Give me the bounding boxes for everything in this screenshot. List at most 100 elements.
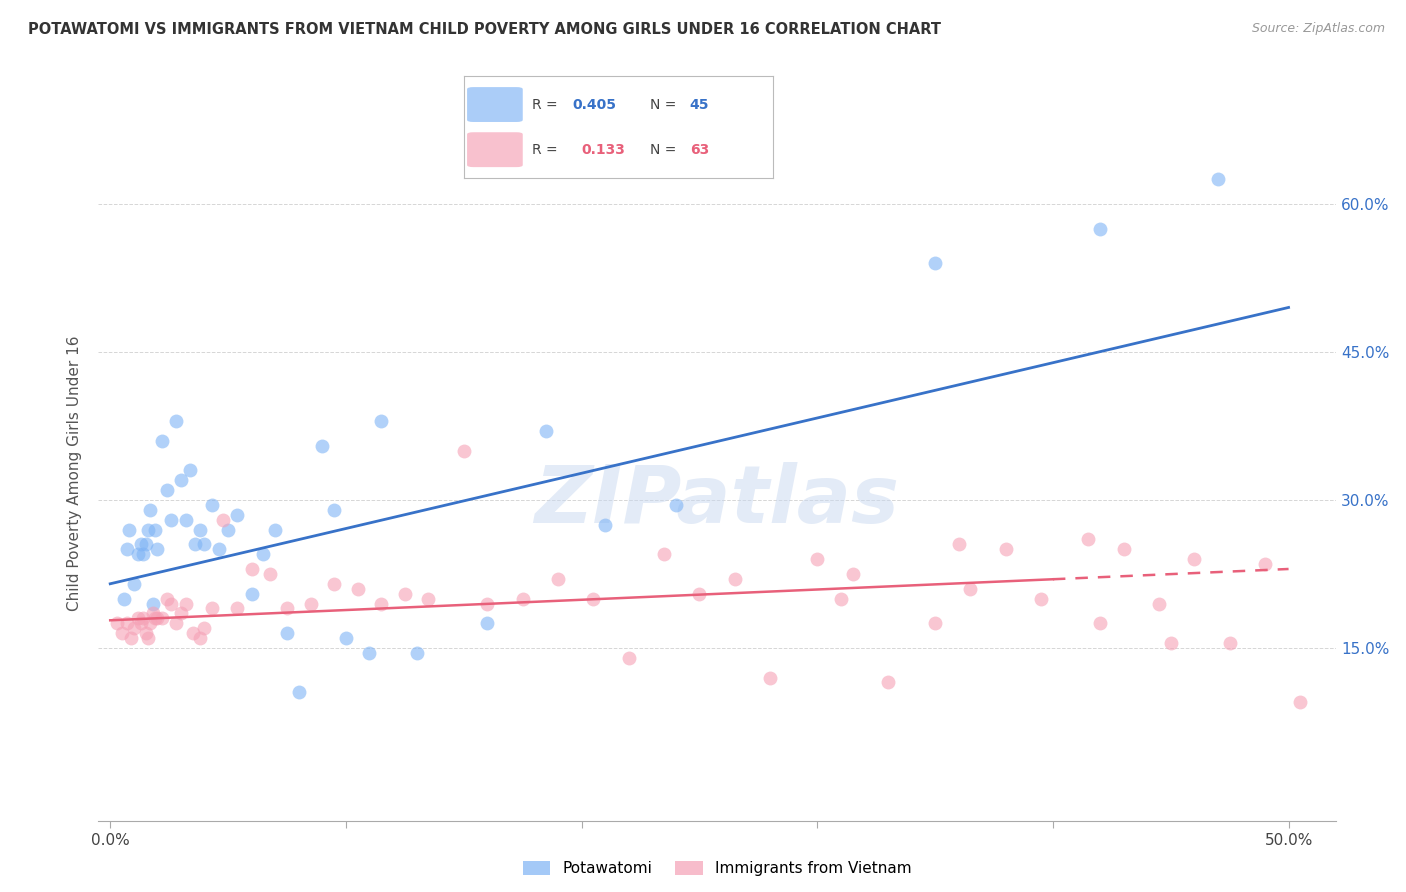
Point — [370, 414, 392, 428]
Point — [534, 424, 557, 438]
Point — [188, 631, 211, 645]
Point — [240, 562, 263, 576]
Point — [370, 597, 392, 611]
Point — [593, 517, 616, 532]
Point — [174, 597, 197, 611]
Legend: Potawatomi, Immigrants from Vietnam: Potawatomi, Immigrants from Vietnam — [516, 855, 918, 882]
Point — [122, 621, 145, 635]
Point — [115, 616, 138, 631]
Point — [217, 523, 239, 537]
Point — [136, 631, 159, 645]
Point — [179, 463, 201, 477]
Point — [1029, 591, 1052, 606]
Point — [146, 542, 169, 557]
Y-axis label: Child Poverty Among Girls Under 16: Child Poverty Among Girls Under 16 — [67, 335, 83, 610]
Point — [924, 616, 946, 631]
Point — [156, 483, 179, 497]
Point — [259, 566, 281, 581]
Point — [547, 572, 569, 586]
Point — [1254, 557, 1277, 571]
Point — [207, 542, 229, 557]
Point — [193, 537, 215, 551]
Point — [160, 513, 183, 527]
Text: Source: ZipAtlas.com: Source: ZipAtlas.com — [1251, 22, 1385, 36]
Point — [212, 513, 235, 527]
Point — [841, 566, 863, 581]
Point — [143, 523, 166, 537]
Text: 0.405: 0.405 — [572, 97, 616, 112]
Point — [418, 591, 440, 606]
Point — [143, 611, 166, 625]
Point — [405, 646, 427, 660]
Point — [948, 537, 970, 551]
Point — [453, 443, 475, 458]
Point — [665, 498, 688, 512]
Point — [150, 434, 173, 448]
Point — [1088, 221, 1111, 235]
Point — [105, 616, 128, 631]
Point — [129, 616, 152, 631]
Text: 45: 45 — [690, 97, 709, 112]
Point — [135, 626, 157, 640]
Point — [477, 616, 499, 631]
Point — [118, 523, 141, 537]
Point — [1088, 616, 1111, 631]
Point — [924, 256, 946, 270]
Point — [165, 414, 187, 428]
Point — [477, 597, 499, 611]
Point — [127, 611, 149, 625]
Point — [184, 537, 207, 551]
Point — [139, 502, 162, 516]
Point — [276, 626, 298, 640]
Point — [170, 473, 193, 487]
Text: N =: N = — [650, 97, 681, 112]
Point — [1182, 552, 1205, 566]
Point — [142, 597, 165, 611]
Point — [323, 576, 346, 591]
Point — [120, 631, 142, 645]
Point — [115, 542, 138, 557]
Point — [994, 542, 1017, 557]
Point — [135, 537, 157, 551]
Point — [264, 523, 287, 537]
Point — [1219, 636, 1241, 650]
Point — [759, 671, 782, 685]
Point — [132, 547, 155, 561]
Point — [1160, 636, 1182, 650]
Point — [200, 601, 222, 615]
Point — [146, 611, 169, 625]
FancyBboxPatch shape — [467, 132, 523, 167]
Text: ZIPatlas: ZIPatlas — [534, 461, 900, 540]
Point — [323, 502, 346, 516]
Point — [136, 523, 159, 537]
Point — [132, 611, 155, 625]
Point — [181, 626, 204, 640]
Point — [200, 498, 222, 512]
Point — [170, 607, 193, 621]
FancyBboxPatch shape — [467, 87, 523, 122]
Point — [724, 572, 747, 586]
Point — [129, 537, 152, 551]
Point — [311, 439, 333, 453]
Point — [806, 552, 828, 566]
Point — [617, 650, 640, 665]
Point — [252, 547, 274, 561]
Point — [139, 616, 162, 631]
Text: 0.133: 0.133 — [582, 143, 626, 157]
Text: R =: R = — [531, 97, 562, 112]
Point — [512, 591, 534, 606]
Point — [160, 597, 183, 611]
Point — [346, 582, 368, 596]
Point — [150, 611, 173, 625]
Point — [226, 508, 249, 522]
Text: R =: R = — [531, 143, 567, 157]
Point — [299, 597, 322, 611]
Point — [112, 591, 135, 606]
Point — [335, 631, 357, 645]
Point — [276, 601, 298, 615]
Point — [156, 591, 179, 606]
Point — [1112, 542, 1135, 557]
Point — [1206, 172, 1229, 186]
Point — [959, 582, 981, 596]
Point — [582, 591, 605, 606]
